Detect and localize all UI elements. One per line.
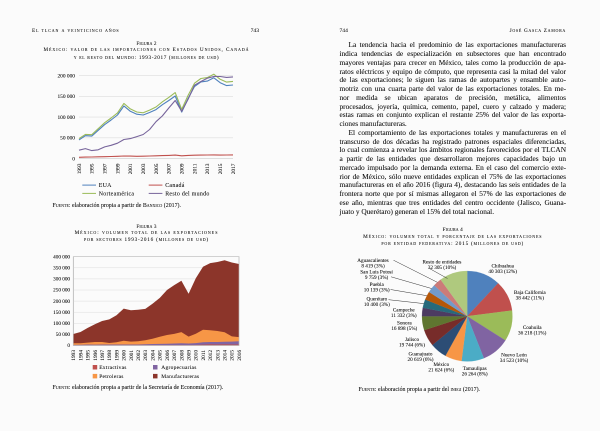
svg-text:2014: 2014 [223,350,229,361]
svg-text:1997: 1997 [100,350,106,361]
svg-text:2015: 2015 [230,350,236,361]
svg-text:2017: 2017 [231,163,237,174]
svg-text:2005: 2005 [158,350,164,361]
svg-text:8 419 (3%): 8 419 (3%) [361,263,385,270]
svg-text:2001: 2001 [129,350,135,361]
svg-text:32 305 (10%): 32 305 (10%) [428,264,457,271]
svg-text:200 000: 200 000 [57,74,75,80]
svg-text:Chihuahua: Chihuahua [491,264,514,270]
svg-text:Tamaulipas: Tamaulipas [463,366,487,372]
svg-text:1999: 1999 [115,163,121,174]
svg-text:Canadá: Canadá [165,183,185,189]
svg-text:1998: 1998 [107,350,113,361]
svg-text:2016: 2016 [237,350,243,361]
svg-text:1997: 1997 [103,163,109,174]
svg-text:EUA: EUA [99,183,112,189]
svg-text:2011: 2011 [201,350,207,361]
svg-text:1995: 1995 [90,163,96,174]
svg-text:2002: 2002 [136,350,142,361]
svg-text:2009: 2009 [180,163,186,174]
svg-text:20 619 (6%): 20 619 (6%) [408,356,434,363]
svg-text:0: 0 [72,156,75,162]
svg-text:1996: 1996 [93,350,99,361]
svg-text:0: 0 [67,343,70,349]
svg-text:2007: 2007 [167,163,173,174]
svg-text:1995: 1995 [86,350,92,361]
svg-text:Aguascalientes: Aguascalientes [357,258,388,264]
svg-text:Norteamérica: Norteamérica [99,192,135,198]
svg-text:9 759 (3%): 9 759 (3%) [365,274,389,281]
svg-text:2003: 2003 [141,163,147,174]
svg-text:2010: 2010 [194,350,200,361]
svg-text:100 000: 100 000 [57,115,75,121]
svg-text:Jalisco: Jalisco [405,337,420,343]
svg-text:1994: 1994 [78,350,84,361]
svg-text:2009: 2009 [187,350,193,361]
svg-text:Campeche: Campeche [393,307,416,313]
svg-text:150 000: 150 000 [53,310,70,316]
svg-text:Nuevo León: Nuevo León [501,352,527,358]
svg-text:350 000: 350 000 [53,266,70,272]
svg-text:Resto de entidades: Resto de entidades [423,259,462,265]
svg-text:19 744 (6%): 19 744 (6%) [399,341,425,348]
svg-text:16 898 (5%): 16 898 (5%) [391,325,417,332]
svg-text:38 442 (11%): 38 442 (11%) [516,294,545,301]
svg-text:10 400 (3%): 10 400 (3%) [364,301,390,308]
svg-text:2013: 2013 [205,163,211,174]
svg-text:40 303 (12%): 40 303 (12%) [488,268,517,275]
svg-text:2015: 2015 [218,163,224,174]
svg-text:San Luis Potosí: San Luis Potosí [360,270,393,276]
svg-text:1993: 1993 [77,163,83,174]
svg-text:2001: 2001 [128,163,134,174]
svg-text:2003: 2003 [143,350,149,361]
svg-text:Resto del mundo: Resto del mundo [165,192,209,198]
svg-text:200 000: 200 000 [53,299,70,305]
svg-text:2008: 2008 [179,350,185,361]
svg-text:2005: 2005 [154,163,160,174]
svg-text:1999: 1999 [114,350,120,361]
svg-text:50 000: 50 000 [56,332,71,338]
svg-text:34 523 (10%): 34 523 (10%) [500,357,529,364]
svg-text:México: México [433,362,449,368]
svg-text:Agropecuarias: Agropecuarias [161,365,196,371]
svg-text:Petroleras: Petroleras [99,374,124,380]
svg-text:150 000: 150 000 [57,94,75,100]
svg-text:2013: 2013 [215,350,221,361]
svg-text:Baja California: Baja California [514,289,547,296]
svg-text:2011: 2011 [192,163,198,174]
svg-text:Sonora: Sonora [397,320,412,326]
svg-text:400 000: 400 000 [53,254,70,260]
svg-text:21 624 (6%): 21 624 (6%) [428,366,454,373]
svg-text:11 332 (3%): 11 332 (3%) [391,312,417,319]
svg-text:36 218 (11%): 36 218 (11%) [518,329,547,336]
svg-text:Querétaro: Querétaro [367,296,388,302]
svg-text:100 000: 100 000 [53,321,70,327]
svg-text:50 000: 50 000 [60,136,75,142]
svg-text:Puebla: Puebla [370,282,385,288]
svg-text:2004: 2004 [150,350,156,361]
svg-text:2012: 2012 [208,350,214,361]
svg-text:26 264 (8%): 26 264 (8%) [462,370,488,377]
svg-text:2007: 2007 [172,350,178,361]
svg-text:250 000: 250 000 [53,288,70,294]
svg-text:10 139 (3%): 10 139 (3%) [364,286,390,293]
svg-text:Guanajuato: Guanajuato [409,351,433,357]
svg-text:300 000: 300 000 [53,277,70,283]
svg-text:2006: 2006 [165,350,171,361]
svg-text:Manufactureras: Manufactureras [161,373,199,380]
svg-text:1993: 1993 [71,350,77,361]
svg-text:Extractivas: Extractivas [99,365,127,371]
svg-text:2000: 2000 [122,350,128,361]
svg-text:Coahuila: Coahuila [523,325,542,331]
